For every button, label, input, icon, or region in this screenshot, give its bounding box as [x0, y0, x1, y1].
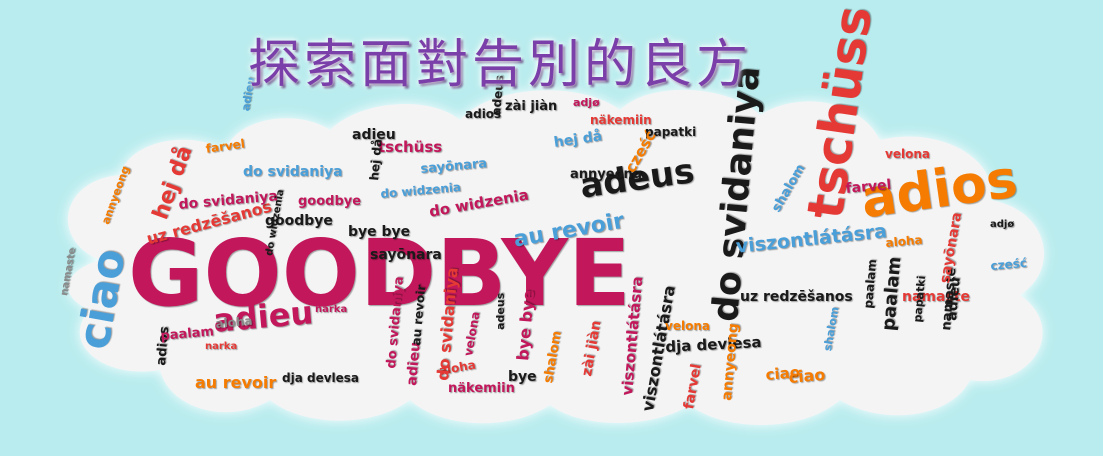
- word: näkemiin: [590, 113, 652, 127]
- word: bye: [508, 369, 537, 385]
- word: do svidaniya: [243, 164, 343, 180]
- word: adios: [465, 107, 502, 121]
- word: papatki: [645, 125, 697, 139]
- word: adeus: [494, 292, 507, 330]
- word: dja devlesa: [282, 371, 360, 385]
- word: adjø: [990, 219, 1015, 230]
- word: adieu: [404, 341, 424, 387]
- page-title: 探索面對告別的良方: [248, 35, 753, 95]
- cloud-body: [67, 89, 1045, 425]
- word: cześć: [989, 255, 1028, 273]
- word: hej då: [367, 138, 385, 182]
- word: ciao: [787, 364, 827, 387]
- word: annyeong: [570, 167, 643, 182]
- word: aloha: [214, 313, 254, 331]
- word: zài jiàn: [505, 99, 558, 114]
- word: au revoir: [195, 373, 277, 392]
- word: adjø: [573, 96, 600, 109]
- word: sayōnara: [370, 247, 442, 263]
- cloud-shape: [67, 89, 1045, 425]
- word: namaste: [902, 289, 970, 305]
- word: näkemiin: [448, 381, 515, 396]
- word: adieu: [944, 276, 964, 322]
- word: tschüss: [378, 138, 443, 156]
- word: uz redzēšanos: [740, 289, 853, 305]
- word: aloha: [884, 232, 924, 250]
- word: bye bye: [348, 224, 411, 240]
- word: adieu: [352, 127, 396, 143]
- word: velona: [885, 147, 930, 161]
- word: farvel: [844, 177, 893, 197]
- word: GOODBYE: [128, 220, 631, 327]
- word: narka: [315, 304, 348, 315]
- word: goodbye: [298, 194, 362, 209]
- word: velona: [665, 319, 710, 333]
- word: goodbye: [265, 213, 333, 229]
- word: narka: [205, 341, 238, 352]
